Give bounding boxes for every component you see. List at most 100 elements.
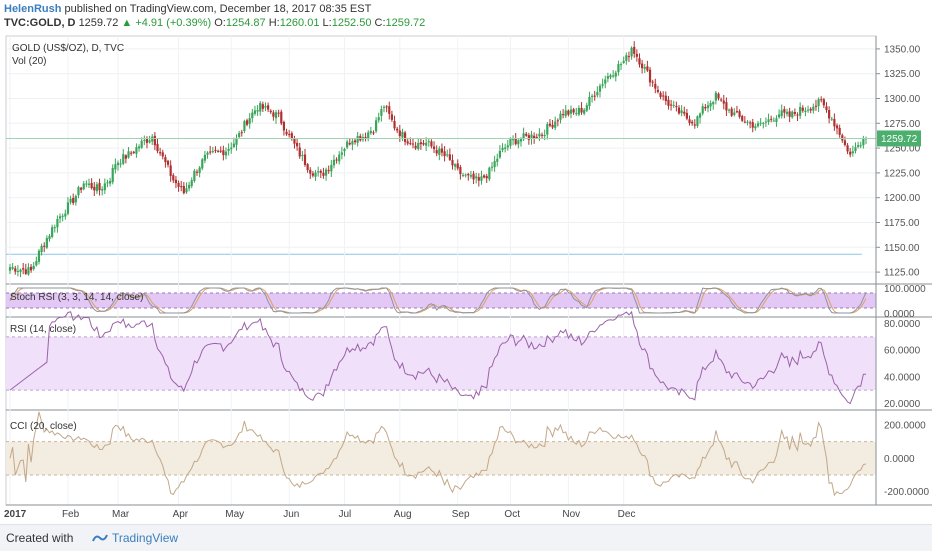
candle-body bbox=[712, 102, 715, 105]
candle-body bbox=[130, 152, 133, 154]
candle-body bbox=[456, 163, 459, 169]
candle-body bbox=[764, 121, 768, 123]
candle-body bbox=[461, 174, 465, 176]
candle-body bbox=[372, 132, 375, 134]
candle-body bbox=[409, 143, 412, 145]
candle-body bbox=[533, 135, 536, 139]
candle-body bbox=[683, 111, 686, 114]
chart-header: HelenRush published on TradingView.com, … bbox=[4, 2, 928, 32]
stoch-rsi-title: Stoch RSI (3, 3, 14, 14, close) bbox=[10, 292, 143, 303]
candle-body bbox=[280, 111, 283, 124]
candle-body bbox=[648, 69, 652, 83]
candle-body bbox=[56, 218, 59, 228]
close-label: C: bbox=[374, 17, 386, 29]
candle-body bbox=[422, 143, 425, 145]
price-tick-label: 1325.00 bbox=[884, 69, 921, 80]
candle-body bbox=[856, 145, 860, 147]
candle-body bbox=[501, 147, 504, 151]
candle-body bbox=[514, 137, 517, 145]
candle-body bbox=[606, 76, 609, 79]
candle-body bbox=[575, 113, 578, 115]
candle-body bbox=[398, 130, 401, 136]
candle-body bbox=[322, 172, 325, 176]
candle-body bbox=[548, 123, 552, 126]
time-tick-label: Mar bbox=[112, 509, 130, 520]
price-tick-label: 1275.00 bbox=[884, 119, 921, 130]
candle-body bbox=[77, 187, 80, 196]
time-tick-label: Sep bbox=[452, 509, 470, 520]
candle-body bbox=[580, 107, 583, 113]
candle-body bbox=[635, 53, 638, 57]
candle-body bbox=[651, 81, 654, 83]
candle-body bbox=[693, 124, 696, 126]
candle-body bbox=[820, 99, 823, 101]
candle-body bbox=[667, 99, 670, 106]
candle-body bbox=[22, 268, 25, 270]
tradingview-link[interactable]: TradingView bbox=[92, 531, 178, 546]
rsi-tick-label: 80.0000 bbox=[884, 319, 921, 330]
candle-body bbox=[562, 114, 565, 116]
time-tick-label: Aug bbox=[394, 509, 412, 520]
candle-body bbox=[751, 122, 754, 128]
candle-body bbox=[506, 145, 509, 148]
candle-body bbox=[830, 118, 833, 120]
last-price-tag bbox=[877, 130, 921, 147]
candle-body bbox=[206, 152, 209, 155]
candle-body bbox=[504, 147, 507, 149]
candle-body bbox=[809, 108, 812, 111]
candle-body bbox=[14, 268, 17, 272]
candle-body bbox=[385, 106, 388, 108]
candle-body bbox=[725, 102, 728, 111]
candle-body bbox=[604, 79, 607, 84]
candle-body bbox=[425, 142, 428, 146]
candle-body bbox=[490, 166, 494, 168]
candle-body bbox=[540, 134, 544, 136]
candle-body bbox=[564, 110, 567, 116]
candle-body bbox=[588, 96, 591, 107]
candle-body bbox=[32, 265, 35, 269]
candle-body bbox=[43, 245, 46, 247]
candle-body bbox=[801, 107, 804, 111]
author-link[interactable]: HelenRush bbox=[4, 3, 62, 15]
candle-body bbox=[480, 176, 483, 181]
candle-body bbox=[230, 147, 233, 150]
candle-body bbox=[814, 105, 818, 107]
candle-body bbox=[161, 152, 164, 157]
candle-body bbox=[733, 112, 736, 115]
candle-body bbox=[216, 150, 220, 152]
candle-body bbox=[417, 142, 420, 150]
chart-canvas[interactable]: 1125.00 1150.00 1175.00 1200.00 1225.00 1250.… bbox=[0, 0, 932, 524]
candle-body bbox=[256, 110, 259, 112]
candle-body bbox=[148, 140, 151, 143]
candle-body bbox=[538, 133, 541, 137]
candle-body bbox=[214, 149, 217, 151]
candle-body bbox=[164, 157, 167, 163]
candle-body bbox=[253, 110, 257, 114]
candle-body bbox=[90, 182, 93, 189]
candle-body bbox=[722, 100, 725, 104]
candle-body bbox=[622, 60, 625, 63]
candle-body bbox=[367, 132, 370, 139]
candle-body bbox=[145, 138, 149, 143]
candle-body bbox=[235, 138, 238, 145]
candle-body bbox=[448, 154, 451, 160]
candle-body bbox=[664, 95, 667, 102]
candle-body bbox=[166, 160, 170, 165]
candle-body bbox=[353, 140, 357, 143]
candle-body bbox=[85, 183, 88, 185]
candle-body bbox=[772, 120, 775, 122]
candle-body bbox=[793, 111, 796, 114]
candle-body bbox=[19, 269, 22, 272]
candle-body bbox=[264, 106, 267, 108]
candle-body bbox=[698, 113, 702, 118]
candle-body bbox=[37, 250, 41, 262]
candle-body bbox=[293, 138, 296, 144]
candle-body bbox=[454, 164, 457, 167]
candle-body bbox=[27, 267, 30, 275]
candle-body bbox=[82, 183, 85, 190]
created-with-label: Created with bbox=[6, 531, 74, 545]
candle-body bbox=[859, 145, 862, 147]
time-tick-label: May bbox=[225, 509, 244, 520]
candle-body bbox=[680, 110, 683, 114]
candle-body bbox=[762, 123, 765, 125]
